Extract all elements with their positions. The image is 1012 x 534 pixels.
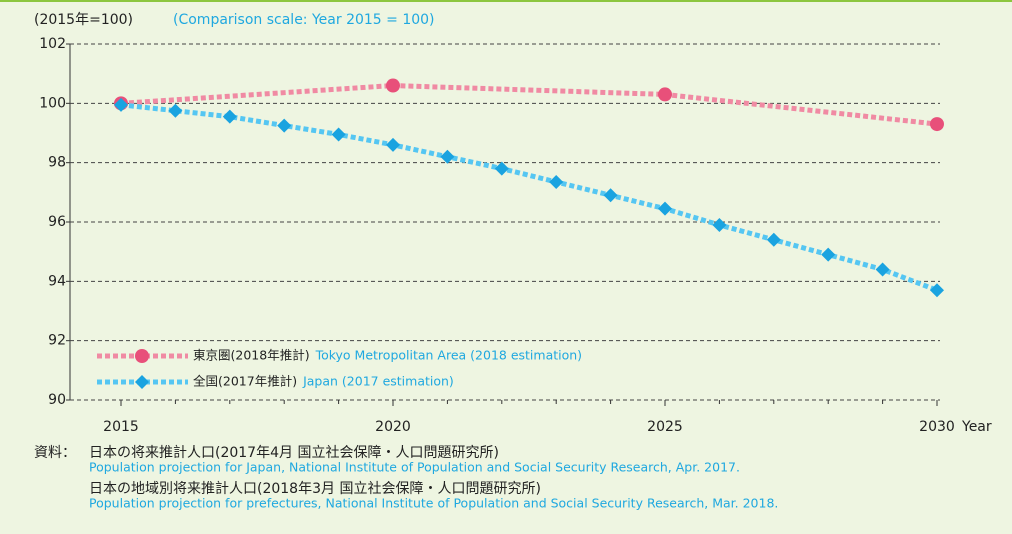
y-tick-label: 94: [48, 273, 66, 289]
data-point: [222, 109, 237, 124]
source-en: Population projection for Japan, Nationa…: [89, 460, 740, 475]
x-label: Year: [961, 419, 992, 435]
y-label: (2015年=100): [34, 12, 133, 28]
data-point: [875, 262, 890, 277]
x-tick-label: 2025: [647, 419, 683, 435]
y-tick-label: 96: [48, 214, 66, 230]
data-point: [603, 188, 618, 203]
data-point: [168, 103, 183, 118]
y-tick-label: 92: [48, 333, 66, 349]
data-point: [658, 87, 672, 102]
data-point: [440, 149, 455, 164]
data-point: [930, 117, 944, 132]
x-tick-label: 2015: [103, 419, 139, 435]
y-tick-label: 90: [48, 392, 66, 408]
y-label-en: (Comparison scale: Year 2015 = 100): [173, 12, 435, 28]
data-point: [930, 283, 944, 298]
legend-label: 東京圏(2018年推計): [193, 348, 310, 363]
data-point: [386, 137, 400, 152]
data-point: [766, 232, 781, 247]
source-label: 資料：: [34, 445, 76, 461]
legend-marker: [135, 375, 149, 389]
legend-label: 全国(2017年推計): [193, 374, 297, 389]
y-tick-label: 100: [39, 95, 66, 111]
y-tick-label: 98: [48, 155, 66, 171]
x-tick-label: 2020: [375, 419, 411, 435]
source-en: Population projection for prefectures, N…: [89, 496, 778, 511]
data-point: [277, 118, 292, 133]
data-point: [549, 174, 564, 189]
legend-label-en: Tokyo Metropolitan Area (2018 estimation…: [315, 348, 582, 363]
x-tick-label: 2030: [919, 419, 955, 435]
series-line: [120, 102, 938, 293]
source-ja: 日本の地域別将来推計人口(2018年3月 国立社会保障・人口問題研究所): [89, 481, 541, 497]
y-tick-label: 102: [39, 36, 66, 52]
data-point: [658, 201, 672, 216]
legend-label-en: Japan (2017 estimation): [302, 374, 454, 389]
data-point: [331, 127, 346, 142]
data-point: [494, 161, 509, 176]
series-line: [120, 83, 938, 127]
data-point: [712, 217, 727, 232]
legend-marker: [135, 349, 149, 363]
data-point: [821, 247, 836, 262]
data-point: [114, 97, 128, 112]
data-point: [386, 78, 400, 93]
source-ja: 日本の将来推計人口(2017年4月 国立社会保障・人口問題研究所): [89, 445, 499, 461]
